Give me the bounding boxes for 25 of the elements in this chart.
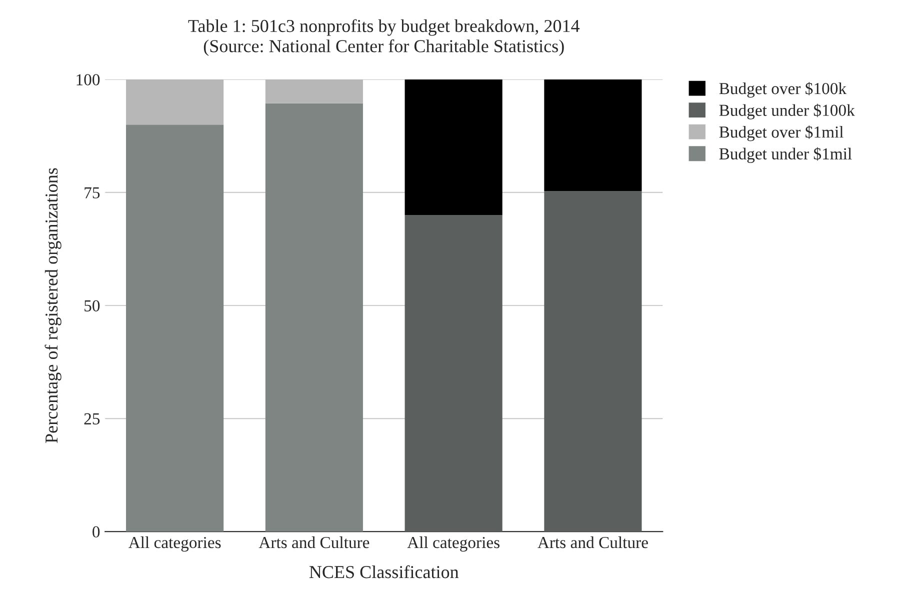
legend-label: Budget under $1mil: [719, 147, 852, 163]
bar: [126, 124, 224, 532]
y-tick-label: 0: [92, 526, 100, 538]
bar: [126, 79, 224, 125]
x-axis-title: NCES Classification: [309, 565, 459, 578]
bar: [544, 191, 642, 532]
y-axis-title: Percentage of registered organizations: [44, 168, 62, 443]
bar: [404, 215, 502, 532]
legend-label: Budget over $1mil: [719, 125, 844, 142]
bar: [265, 103, 363, 532]
chart-title: Table 1: 501c3 nonprofits by budget breakdown, 2014: [188, 19, 580, 36]
x-tick-label: Arts and Culture: [538, 536, 648, 548]
x-tick-label: All categories: [407, 536, 500, 552]
legend-label: Budget under $100k: [719, 104, 855, 120]
chart-subtitle: (Source: National Center for Charitable Statistics): [204, 39, 564, 56]
bar: [544, 79, 642, 192]
y-tick-label: 75: [84, 187, 100, 198]
bar: [404, 79, 502, 216]
legend-label: Budget over $100k: [719, 82, 847, 98]
y-tick-label: 25: [84, 413, 100, 424]
x-tick-label: All categories: [128, 536, 221, 552]
x-tick-label: Arts and Culture: [258, 536, 370, 548]
y-tick-label: 100: [76, 74, 100, 86]
y-tick-label: 50: [84, 300, 100, 312]
bar: [265, 79, 363, 104]
